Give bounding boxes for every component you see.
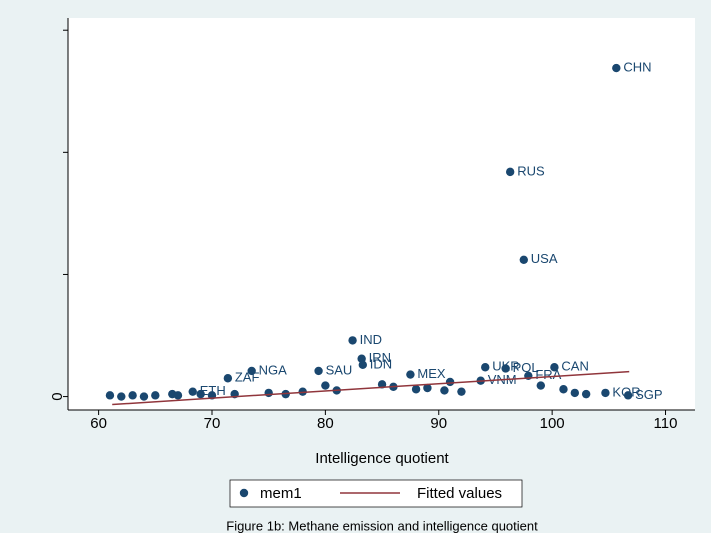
point [105,391,115,400]
caption: Figure 1b: Methane emission and intellig… [226,518,538,533]
x-tick-label: 70 [204,415,221,432]
point [264,388,273,398]
point-label: CHN [623,60,651,75]
point-label: POL [513,360,539,375]
point [223,374,233,383]
point [601,388,610,398]
point [501,364,510,373]
point [570,388,580,398]
point [188,387,197,396]
point-label: ZAF [235,370,260,385]
point [623,391,633,400]
point-label: SAU [326,362,353,377]
x-tick-label: 110 [654,415,678,432]
point [581,389,591,399]
x-tick-label: 100 [540,415,565,432]
point-label: SGP [635,387,662,402]
point [423,383,432,393]
y-tick-label: 0 [49,392,66,400]
point [348,336,357,345]
fitted-line [112,370,630,406]
point [151,391,160,400]
point-label: CAN [561,359,588,374]
legend-label: Fitted values [417,485,502,502]
point [314,366,323,376]
point [481,363,490,372]
x-tick-label: 80 [317,415,334,432]
point-label: IRN [369,350,391,365]
x-tick-label: 60 [90,415,107,432]
point [196,389,205,399]
point-label: FRA [535,367,561,382]
point [377,380,387,389]
point [536,381,546,390]
x-tick-label: 90 [430,415,447,432]
point [128,391,137,400]
point [550,363,559,372]
point [440,386,449,395]
x-axis-title: Intelligence quotient [315,450,449,467]
point-label: USA [531,251,558,266]
point [559,385,568,394]
point-label: MEX [417,366,446,381]
point [406,370,415,379]
legend-label: mem1 [260,485,302,502]
point [358,360,367,370]
point-label: ETH [200,383,226,398]
point [411,385,421,394]
point-label: IDN [370,356,392,371]
plot-area [68,18,695,410]
point [505,167,515,177]
point [457,387,466,396]
point [139,392,149,401]
point [612,63,621,73]
point [247,366,256,376]
point-label: NGA [259,362,288,377]
point [519,255,528,264]
point [173,391,183,400]
point-label: RUS [517,163,545,178]
point [445,377,455,387]
point [321,381,330,390]
point-label: IND [360,332,382,347]
legend-marker [239,488,249,498]
point [117,392,126,401]
